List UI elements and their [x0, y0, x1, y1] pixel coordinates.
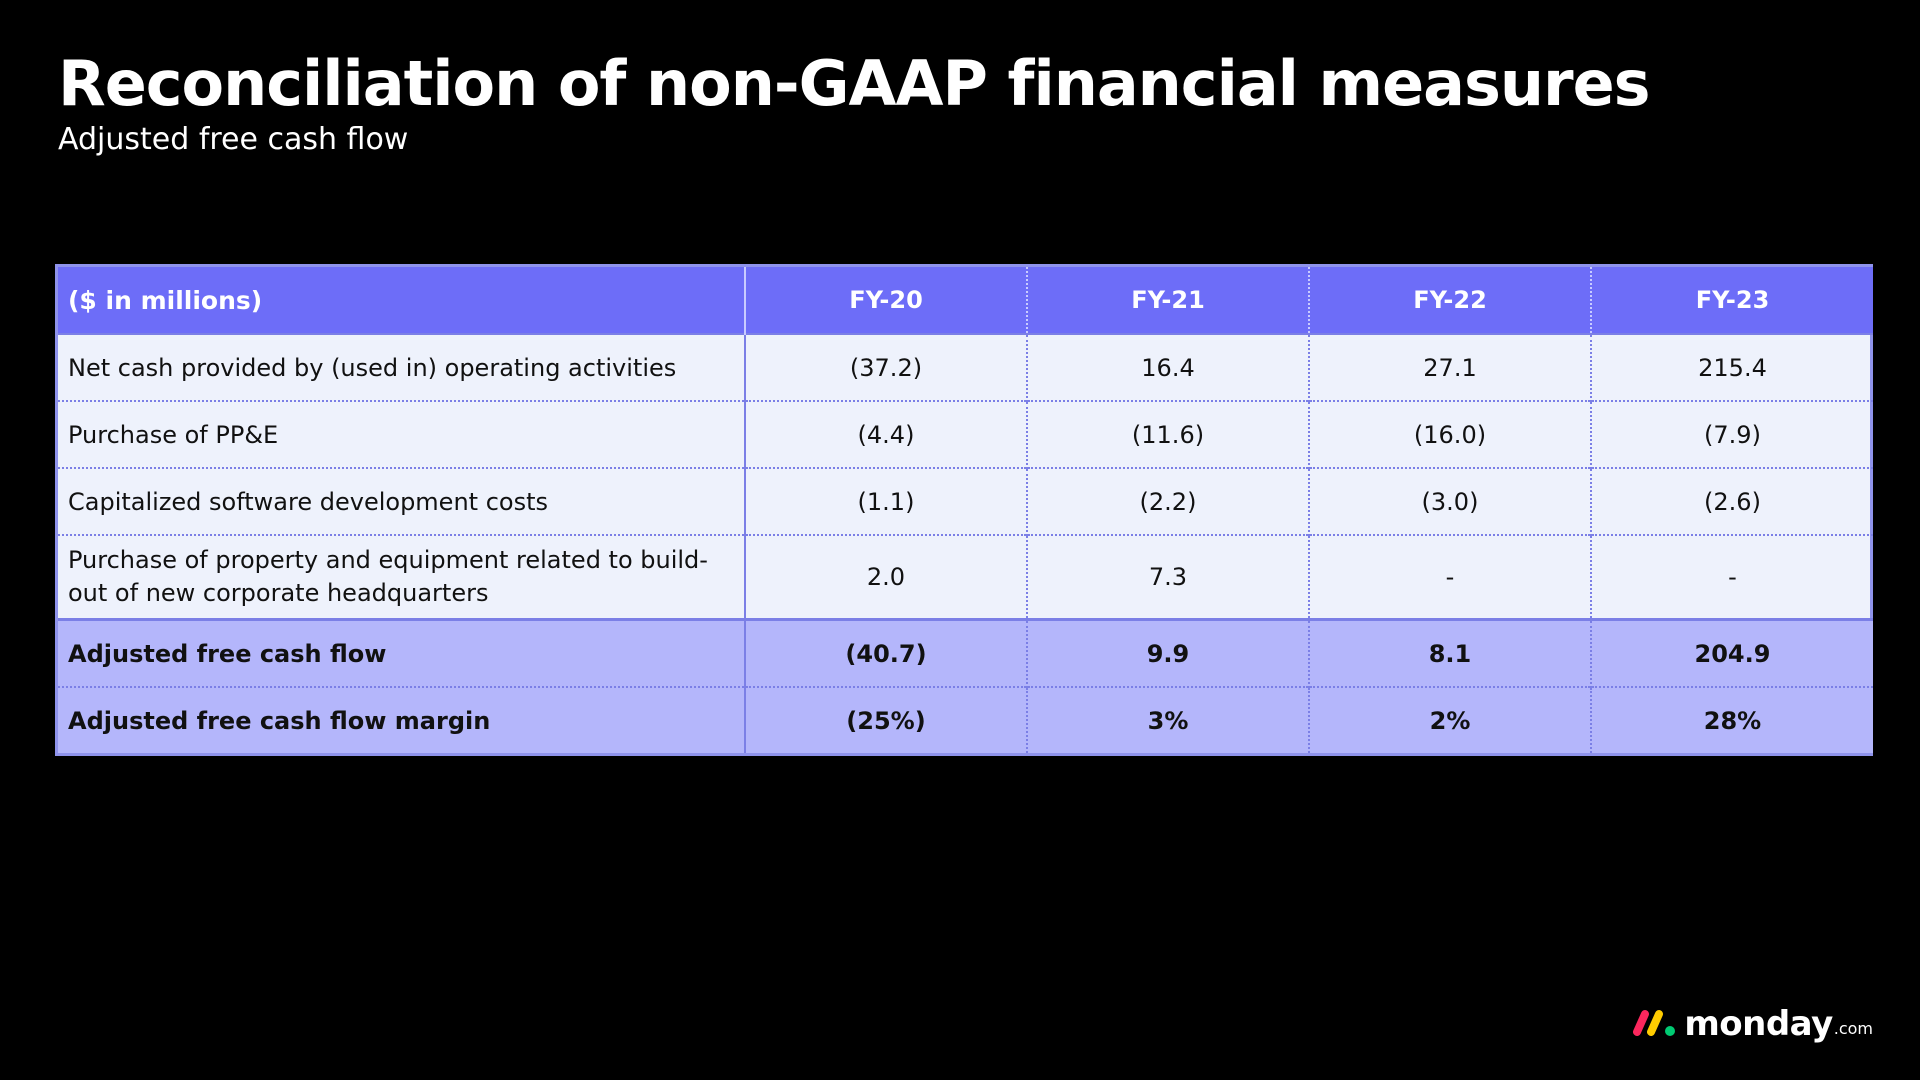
total-value: 204.9	[1590, 618, 1873, 687]
table-row: Purchase of property and equipment relat…	[58, 534, 1873, 620]
row-value: 16.4	[1026, 333, 1309, 401]
row-value: 7.3	[1026, 534, 1309, 620]
row-value: 27.1	[1308, 333, 1591, 401]
total-value: 3%	[1026, 686, 1309, 753]
row-value: -	[1308, 534, 1591, 620]
row-label: Purchase of property and equipment relat…	[58, 534, 746, 620]
logo-stroke-yellow	[1647, 1010, 1664, 1036]
row-value: (4.4)	[744, 400, 1027, 468]
row-value: 215.4	[1590, 333, 1873, 401]
header-year: FY-20	[744, 267, 1027, 334]
slide-subtitle: Adjusted free cash flow	[58, 122, 409, 157]
total-value: 28%	[1590, 686, 1873, 753]
row-label: Purchase of PP&E	[58, 400, 746, 468]
row-label: Net cash provided by (used in) operating…	[58, 333, 746, 401]
table-row: Purchase of PP&E (4.4) (11.6) (16.0) (7.…	[58, 400, 1873, 468]
row-value: (11.6)	[1026, 400, 1309, 468]
table-row: Net cash provided by (used in) operating…	[58, 333, 1873, 401]
total-row: Adjusted free cash flow (40.7) 9.9 8.1 2…	[58, 618, 1873, 687]
row-value: 2.0	[744, 534, 1027, 620]
slide-title: Reconciliation of non-GAAP financial mea…	[58, 47, 1651, 120]
header-year: FY-22	[1308, 267, 1591, 334]
header-units-label: ($ in millions)	[58, 267, 746, 334]
total-value: 2%	[1308, 686, 1591, 753]
row-value: (3.0)	[1308, 467, 1591, 535]
logo-dot-green	[1665, 1026, 1676, 1036]
row-value: (7.9)	[1590, 400, 1873, 468]
monday-logo-mark-icon	[1633, 1010, 1676, 1036]
total-value: 8.1	[1308, 618, 1591, 687]
total-value: 9.9	[1026, 618, 1309, 687]
monday-logo: monday .com	[1632, 1000, 1873, 1044]
total-label: Adjusted free cash flow	[58, 618, 746, 687]
row-value: (2.2)	[1026, 467, 1309, 535]
row-value: (37.2)	[744, 333, 1027, 401]
reconciliation-table: ($ in millions) FY-20 FY-21 FY-22 FY-23 …	[55, 264, 1873, 756]
row-value: (1.1)	[744, 467, 1027, 535]
total-label: Adjusted free cash flow margin	[58, 686, 746, 753]
table-header-row: ($ in millions) FY-20 FY-21 FY-22 FY-23	[58, 267, 1873, 334]
row-value: -	[1590, 534, 1873, 620]
row-value: (2.6)	[1590, 467, 1873, 535]
row-value: (16.0)	[1308, 400, 1591, 468]
logo-suffix: .com	[1833, 1019, 1873, 1038]
total-row: Adjusted free cash flow margin (25%) 3% …	[58, 686, 1873, 753]
row-label: Capitalized software development costs	[58, 467, 746, 535]
logo-stroke-red	[1633, 1010, 1650, 1036]
header-year: FY-21	[1026, 267, 1309, 334]
logo-wordmark: monday	[1684, 1004, 1833, 1044]
header-year: FY-23	[1590, 267, 1873, 334]
total-value: (25%)	[744, 686, 1027, 753]
total-value: (40.7)	[744, 618, 1027, 687]
table-row: Capitalized software development costs (…	[58, 467, 1873, 535]
